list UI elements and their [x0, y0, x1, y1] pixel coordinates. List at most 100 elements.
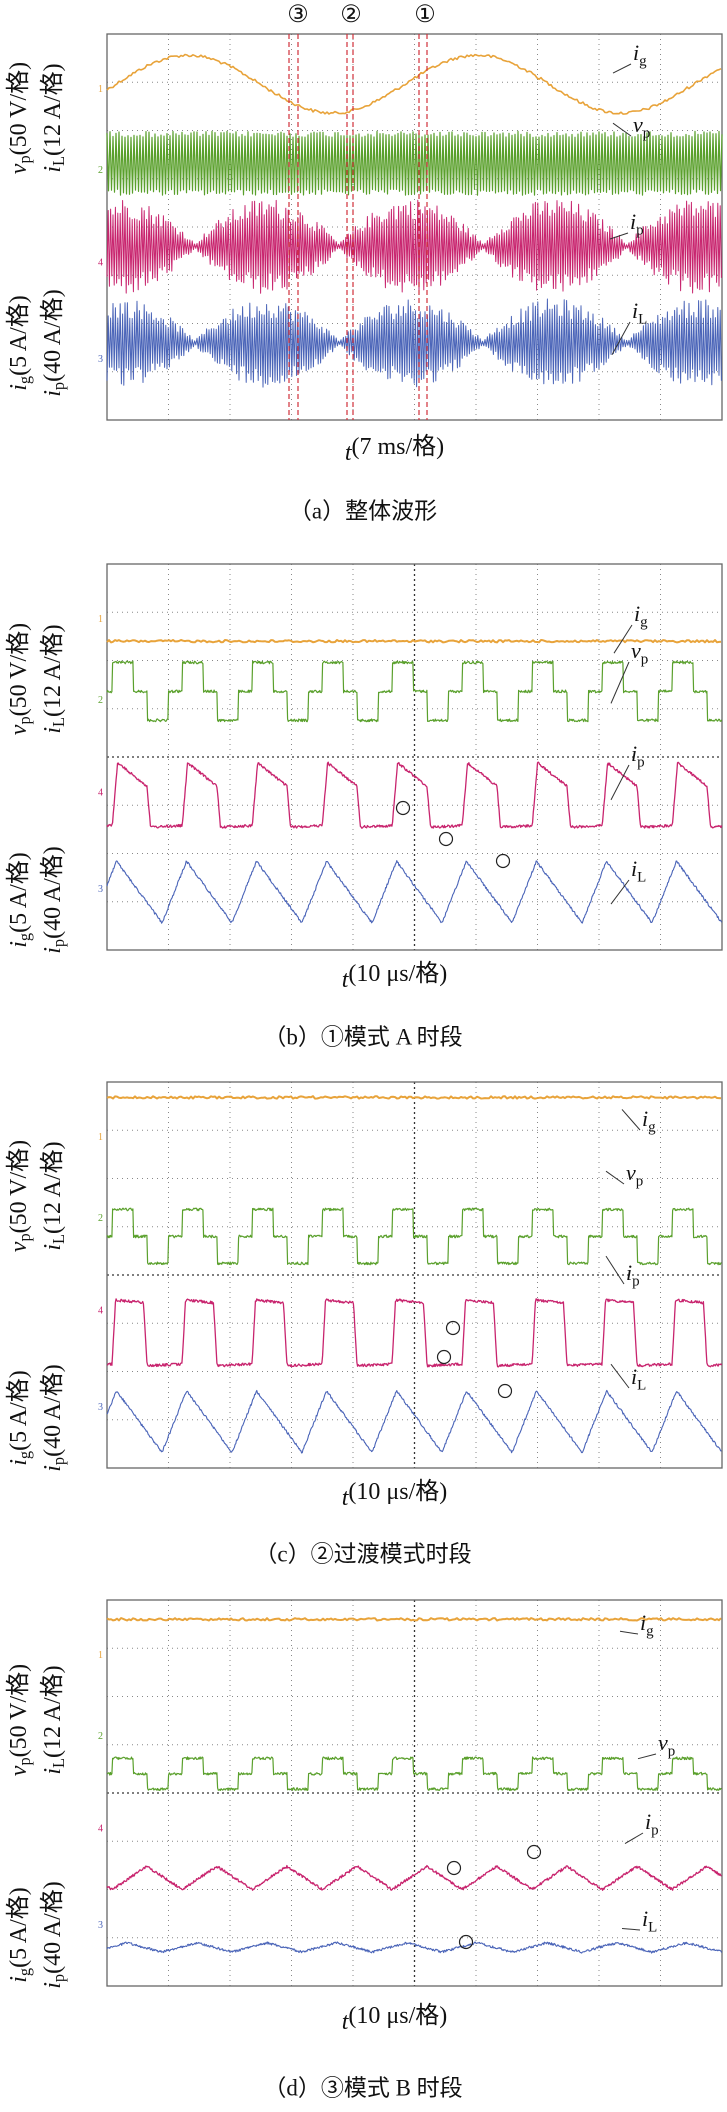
plot-frame [106, 1599, 723, 1987]
label: vp [658, 1730, 675, 1760]
label: iL [632, 298, 647, 328]
leader-line [619, 1630, 639, 1635]
symbol: i [626, 1260, 632, 1285]
leader-line [609, 232, 629, 240]
unit: (40 A/格) [39, 1364, 66, 1457]
symbol: i [632, 298, 638, 323]
unit: (50 V/格) [5, 1140, 32, 1234]
label: vp [633, 112, 650, 142]
unit: (5 A/格) [5, 852, 32, 933]
label: vp [631, 638, 648, 668]
symbol: v [633, 112, 643, 137]
waveform [106, 130, 723, 196]
channel-label: 3 [98, 1402, 103, 1413]
subscript: p [49, 1974, 68, 1982]
plot-frame [106, 33, 723, 421]
subscript: p [15, 1757, 34, 1765]
subscript: p [15, 716, 34, 724]
channel-label: 2 [98, 1213, 103, 1224]
symbol: i [40, 1465, 66, 1472]
highlight-circle [436, 1349, 452, 1365]
symbol: i [6, 384, 32, 391]
leader-line [605, 1255, 625, 1285]
unit: (40 A/格) [39, 289, 66, 382]
label: ip(40 A/格) [39, 1364, 68, 1472]
label: ip [626, 1260, 640, 1290]
highlight-circle [445, 1320, 461, 1336]
symbol: i [631, 856, 637, 881]
label: iL [631, 856, 646, 886]
subscript: p [637, 755, 644, 771]
channel-label: 3 [98, 354, 103, 365]
channel-label: 1 [98, 614, 103, 625]
symbol: i [642, 1106, 648, 1131]
symbol: i [6, 1976, 32, 1983]
subscript: g [639, 54, 647, 70]
label: ig [640, 1610, 654, 1640]
highlight-circle [458, 1934, 474, 1950]
symbol: i [633, 40, 639, 65]
waveform [106, 53, 722, 115]
symbol: v [6, 1241, 32, 1252]
label: ig [634, 601, 648, 631]
unit: (12 A/格) [39, 624, 66, 717]
label: vp(50 V/格) [5, 62, 34, 174]
unit: (10 μs/格) [348, 2002, 447, 2029]
unit: (12 A/格) [39, 1665, 66, 1758]
label: vp(50 V/格) [5, 623, 34, 735]
highlight-circle [497, 1383, 513, 1399]
unit: (12 A/格) [39, 1141, 66, 1234]
label: ig(5 A/格) [5, 295, 34, 391]
unit: (7 ms/格) [352, 433, 445, 460]
subscript: L [49, 717, 68, 727]
waveform [106, 1941, 723, 1954]
label: t(10 μs/格) [342, 1478, 448, 1511]
label: vp(50 V/格) [5, 1664, 34, 1776]
symbol: t [342, 2009, 350, 2035]
symbol: i [642, 1906, 648, 1931]
symbol: i [40, 390, 66, 397]
waveform [106, 1864, 722, 1891]
channel-label: 4 [98, 1824, 103, 1835]
leader-line [610, 879, 630, 905]
marker-label: ① [414, 2, 436, 28]
subscript: L [637, 1378, 646, 1394]
leader-line [605, 1170, 625, 1185]
leader-line [621, 1109, 641, 1131]
subscript: g [15, 1968, 34, 1976]
channel-label: 2 [98, 695, 103, 706]
caption: （b）①模式 A 时段 [263, 1024, 462, 1049]
label: iL(12 A/格) [39, 1141, 68, 1250]
subscript: p [636, 223, 643, 239]
label: ip(40 A/格) [39, 289, 68, 397]
waveform [106, 1617, 722, 1622]
waveform [106, 761, 723, 829]
subscript: g [646, 1624, 654, 1640]
symbol: i [40, 947, 66, 954]
symbol: t [342, 1485, 350, 1511]
subscript: g [648, 1120, 656, 1136]
label: ig(5 A/格) [5, 1370, 34, 1466]
subscript: g [640, 615, 648, 631]
unit: (50 V/格) [5, 623, 32, 717]
symbol: i [40, 1982, 66, 1989]
caption: （a）整体波形 [289, 498, 437, 523]
leader-line [610, 661, 630, 704]
leader-line [610, 1363, 630, 1389]
label: vp(50 V/格) [5, 1140, 34, 1252]
subscript: p [49, 1457, 68, 1465]
subscript: p [636, 1174, 643, 1190]
label: vp [626, 1160, 643, 1190]
leader-line [637, 1753, 657, 1760]
subscript: g [15, 933, 34, 941]
waveform [106, 298, 722, 388]
subscript: p [668, 1744, 675, 1760]
symbol: v [631, 638, 641, 663]
channel-label: 1 [98, 1650, 103, 1661]
highlight-circle [438, 831, 454, 847]
symbol: i [6, 941, 32, 948]
subscript: p [15, 155, 34, 163]
highlight-circle [446, 1860, 462, 1876]
